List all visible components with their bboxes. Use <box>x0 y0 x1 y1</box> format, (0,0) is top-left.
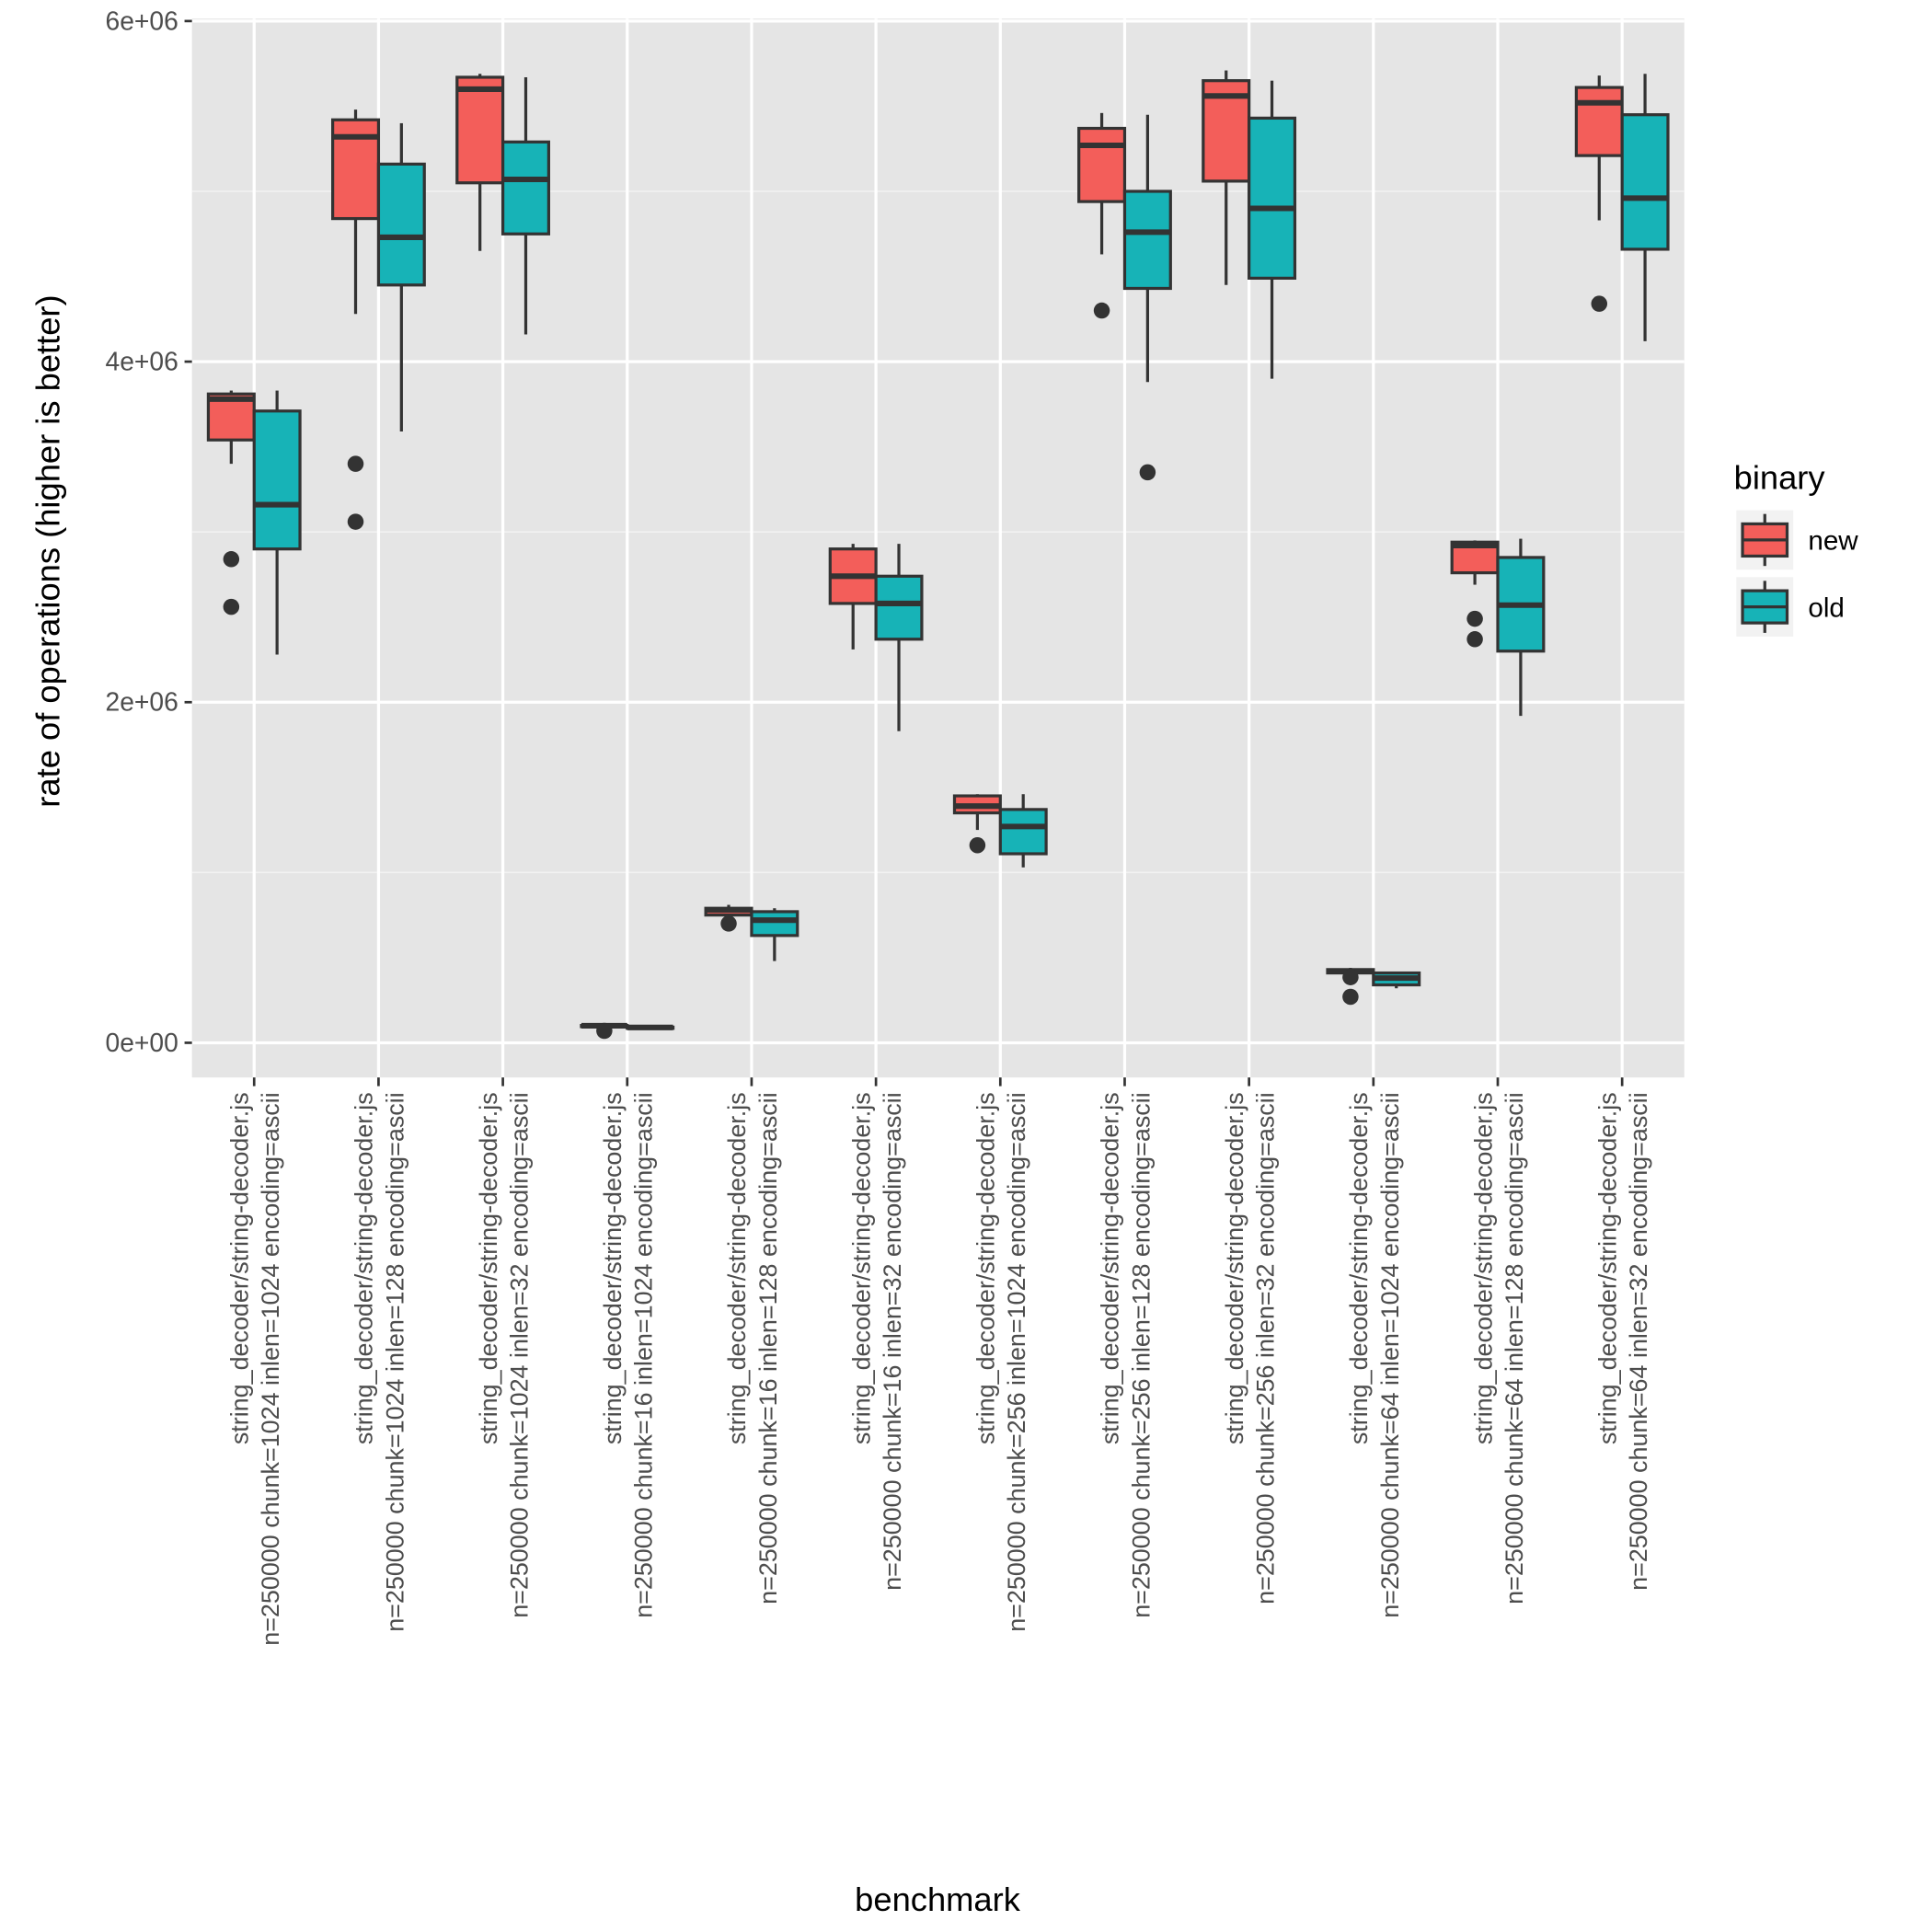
box-old <box>376 122 426 431</box>
x-tick-label: n=250000 chunk=1024 inlen=128 encoding=a… <box>381 1092 408 1631</box>
box-iqr <box>1620 113 1670 251</box>
outlier-point <box>596 1022 613 1040</box>
outlier-point <box>1591 295 1608 312</box>
box-iqr <box>455 75 505 185</box>
y-tick-label: 2e+06 <box>106 687 178 717</box>
x-tick-label: string_decoder/string-decoder.js <box>1345 1092 1373 1444</box>
box-iqr <box>874 574 924 641</box>
x-tick-label: n=250000 chunk=1024 inlen=32 encoding=as… <box>506 1092 534 1618</box>
x-tick-label: string_decoder/string-decoder.js <box>351 1092 378 1444</box>
x-tick-label: string_decoder/string-decoder.js <box>972 1092 1000 1444</box>
box-new <box>455 74 505 251</box>
box-old <box>1248 80 1297 379</box>
legend-label-new: new <box>1808 526 1858 557</box>
legend-label-old: old <box>1808 592 1845 623</box>
x-tick-label: n=250000 chunk=16 inlen=128 encoding=asc… <box>754 1092 782 1604</box>
box-iqr <box>252 409 302 551</box>
box-iqr <box>500 140 551 236</box>
box-iqr <box>1077 126 1127 203</box>
box-old <box>1122 114 1172 481</box>
box-new <box>1326 968 1375 1006</box>
box-iqr <box>1574 86 1624 157</box>
outlier-point <box>1466 631 1483 648</box>
outlier-point <box>1342 988 1359 1006</box>
box-new <box>1202 70 1251 285</box>
box-iqr <box>1122 190 1172 291</box>
y-axis-title: rate of operations (higher is better) <box>29 294 67 807</box>
box-new <box>206 390 256 615</box>
x-tick-label: string_decoder/string-decoder.js <box>599 1092 627 1444</box>
box-iqr <box>376 162 426 287</box>
outlier-point <box>1139 464 1156 481</box>
x-axis: string_decoder/string-decoder.js n=250000… <box>226 1077 1652 1646</box>
x-tick-label: string_decoder/string-decoder.js <box>1221 1092 1248 1444</box>
box-old <box>252 390 302 655</box>
box-iqr <box>1248 116 1297 280</box>
x-tick-label: n=250000 chunk=256 inlen=1024 encoding=a… <box>1003 1092 1030 1631</box>
box-iqr <box>998 808 1048 856</box>
box-old <box>1372 971 1421 989</box>
legend: binary new old <box>1734 459 1858 637</box>
box-new <box>330 109 381 530</box>
box-new <box>952 794 1002 854</box>
box-old <box>874 544 924 731</box>
box-old <box>750 908 799 961</box>
box-old <box>500 76 551 335</box>
x-tick-label: n=250000 chunk=256 inlen=32 encoding=asc… <box>1252 1092 1280 1604</box>
x-tick-label: string_decoder/string-decoder.js <box>1097 1092 1124 1444</box>
outlier-point <box>347 455 364 472</box>
outlier-point <box>1342 969 1359 985</box>
x-tick-label: n=250000 chunk=16 inlen=32 encoding=asci… <box>879 1092 906 1591</box>
x-tick-label: string_decoder/string-decoder.js <box>226 1092 254 1444</box>
x-axis-title: benchmark <box>855 1880 1021 1918</box>
box-old <box>998 794 1048 868</box>
outlier-point <box>1466 610 1483 627</box>
box-old <box>1620 74 1670 341</box>
box-new <box>1077 112 1127 319</box>
legend-title: binary <box>1734 459 1826 497</box>
x-tick-label: string_decoder/string-decoder.js <box>847 1092 875 1444</box>
x-tick-label: string_decoder/string-decoder.js <box>1469 1092 1497 1444</box>
outlier-point <box>1093 302 1110 319</box>
y-axis: 0e+00 2e+06 4e+06 6e+06 <box>106 6 192 1057</box>
outlier-point <box>720 915 737 932</box>
box-iqr <box>750 910 799 937</box>
outlier-point <box>223 551 240 568</box>
panel-background <box>191 18 1685 1078</box>
x-tick-label: n=250000 chunk=64 inlen=128 encoding=asc… <box>1501 1092 1528 1604</box>
y-tick-label: 4e+06 <box>106 347 178 376</box>
outlier-point <box>223 598 240 615</box>
box-old <box>626 1024 675 1030</box>
x-tick-label: n=250000 chunk=64 inlen=1024 encoding=as… <box>1376 1092 1404 1618</box>
x-tick-label: n=250000 chunk=256 inlen=128 encoding=as… <box>1127 1092 1155 1618</box>
x-tick-label: n=250000 chunk=16 inlen=1024 encoding=as… <box>630 1092 658 1618</box>
boxes <box>206 70 1670 1040</box>
x-tick-label: string_decoder/string-decoder.js <box>723 1092 751 1444</box>
x-tick-label: n=250000 chunk=1024 inlen=1024 encoding=… <box>257 1092 284 1645</box>
x-tick-label: string_decoder/string-decoder.js <box>475 1092 502 1444</box>
x-tick-label: string_decoder/string-decoder.js <box>1593 1092 1621 1444</box>
y-tick-label: 0e+00 <box>106 1028 178 1057</box>
box-new <box>1574 75 1624 312</box>
x-tick-label: n=250000 chunk=64 inlen=32 encoding=asci… <box>1625 1092 1652 1591</box>
outlier-point <box>347 513 364 530</box>
box-old <box>1496 538 1546 717</box>
y-tick-label: 6e+06 <box>106 6 178 35</box>
outlier-point <box>969 837 986 854</box>
